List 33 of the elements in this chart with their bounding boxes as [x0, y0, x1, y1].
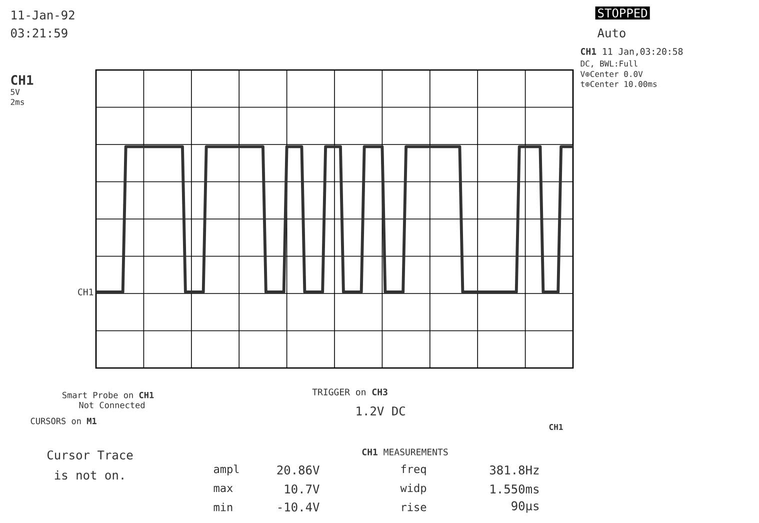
text: 90µs [512, 501, 539, 513]
text: CH1 [549, 424, 563, 430]
text: t⊕Center 10.00ms [580, 80, 657, 88]
text: 381.8Hz [490, 465, 539, 475]
text: STOPPED [598, 8, 648, 18]
text: CH1 MEASUREMENTS [362, 448, 448, 456]
text: V⊕Center 0.0V [580, 70, 643, 78]
text: freq [401, 464, 426, 476]
text: Not Connected [79, 402, 144, 408]
text: 11-Jan-92 [12, 10, 74, 20]
text: CURSORS on M1 [30, 418, 96, 424]
text: Smart Probe on CH1 [62, 392, 154, 398]
text: max [214, 486, 233, 492]
text: 03:21:59 [11, 28, 68, 38]
text: is not on. [54, 470, 124, 480]
text: 1.550ms [490, 484, 539, 494]
text: 10.7V [285, 484, 320, 494]
text: DC, BWL:Full [580, 60, 638, 68]
text: ampl [214, 464, 239, 476]
text: -10.4V [278, 502, 320, 512]
text: 20.86V [277, 465, 320, 475]
text: 5V [10, 89, 20, 95]
text: CH1 [11, 75, 34, 85]
text: TRIGGER on CH3 [312, 388, 388, 396]
text: 2ms [10, 98, 24, 106]
text: CH1 [78, 288, 94, 296]
text: rise [402, 502, 426, 512]
text: Cursor Trace [47, 450, 133, 460]
text: Auto [597, 28, 626, 38]
text: min [214, 502, 232, 512]
text: CH1 11 Jan,03:20:58 [580, 48, 683, 56]
text: widp [400, 484, 426, 494]
text: 1.2V DC [356, 406, 405, 416]
